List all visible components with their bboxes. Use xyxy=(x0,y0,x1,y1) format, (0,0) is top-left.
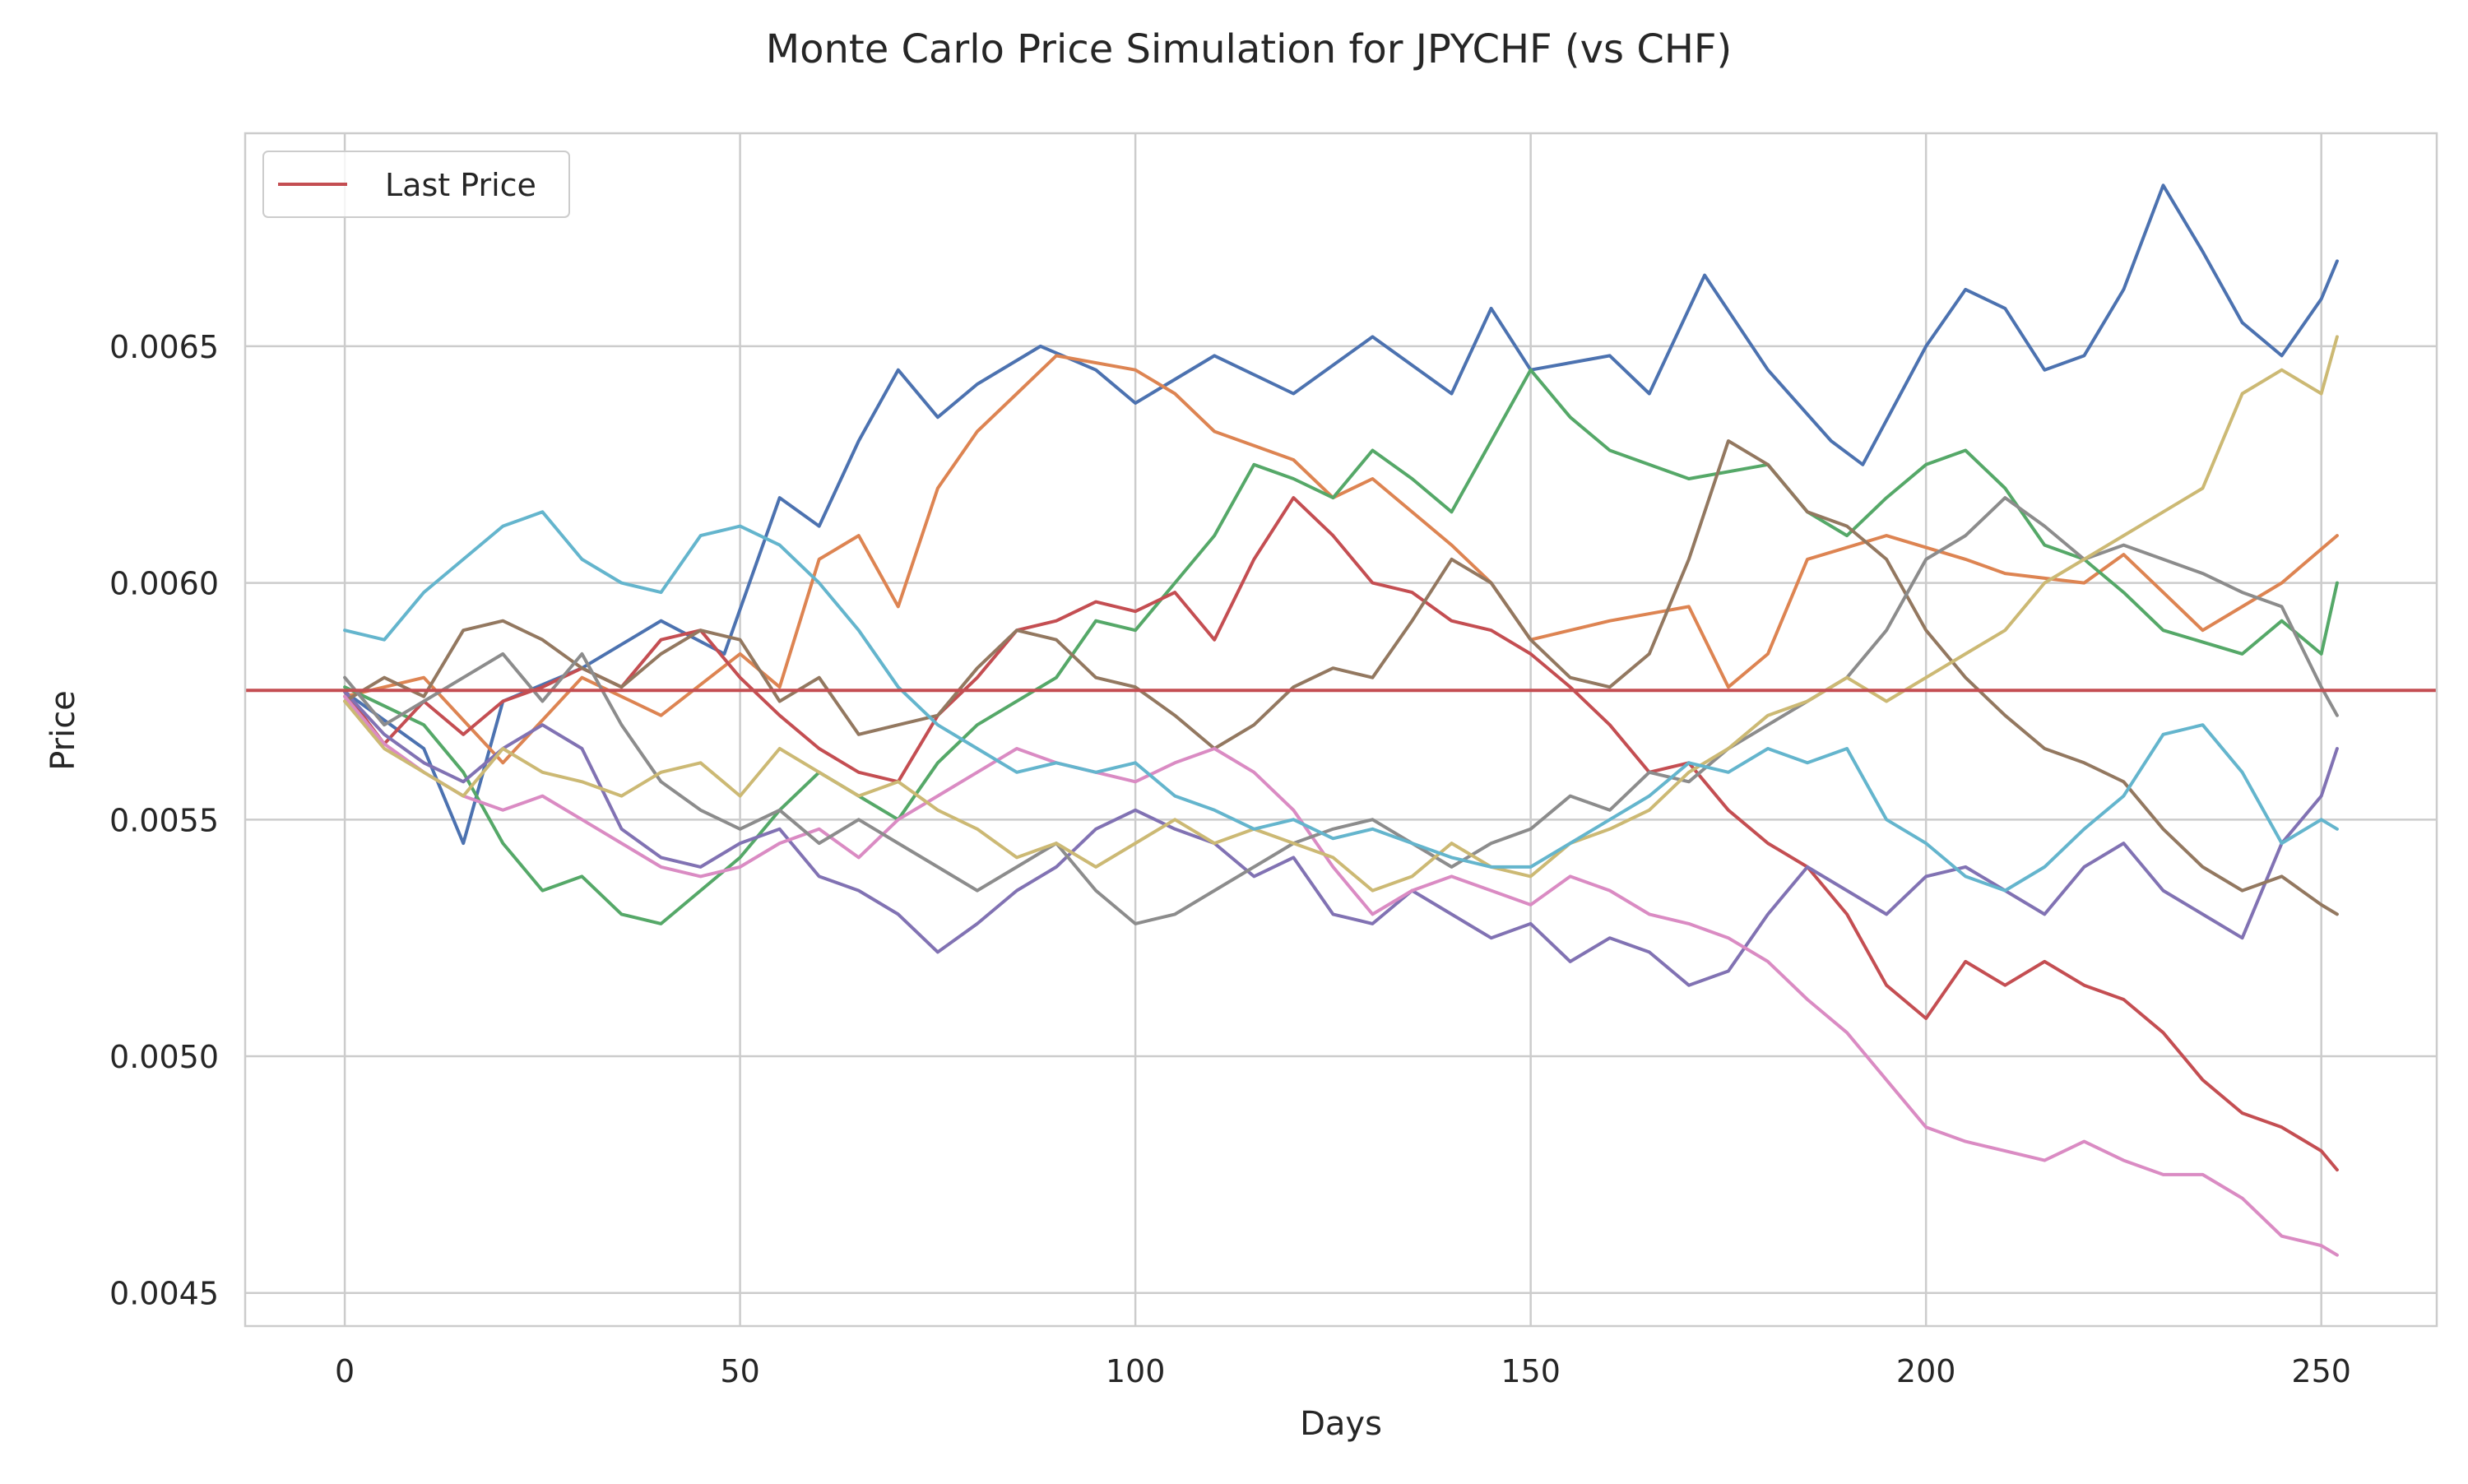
y-tick-label: 0.0045 xyxy=(109,1276,219,1312)
y-tick-labels: 0.0045 0.0050 0.0055 0.0060 0.0065 xyxy=(109,329,219,1312)
series-line-7 xyxy=(343,694,2339,1257)
x-tick-label: 0 xyxy=(335,1353,355,1389)
series-line-8 xyxy=(343,496,2339,925)
series-line-9 xyxy=(343,335,2339,893)
series-line-4 xyxy=(343,496,2339,1172)
y-tick-label: 0.0055 xyxy=(109,802,219,838)
series-line-2 xyxy=(343,354,2339,765)
x-tick-label: 100 xyxy=(1106,1353,1166,1389)
y-axis-label: Price xyxy=(44,690,82,771)
plot-area xyxy=(245,133,2437,1326)
x-tick-labels: 0 50 100 150 200 250 xyxy=(335,1353,2351,1389)
x-axis-label: Days xyxy=(1300,1405,1382,1443)
x-tick-label: 250 xyxy=(2291,1353,2351,1389)
series-line-1 xyxy=(343,183,2339,846)
plot-frame xyxy=(244,132,2438,1328)
x-tick-label: 150 xyxy=(1501,1353,1561,1389)
y-tick-label: 0.0050 xyxy=(109,1039,219,1075)
series-line-10 xyxy=(343,510,2339,893)
legend-box xyxy=(262,151,570,218)
series-layer xyxy=(343,183,2339,1257)
x-tick-label: 200 xyxy=(1896,1353,1956,1389)
series-line-6 xyxy=(343,439,2339,916)
legend-label-last-price: Last Price xyxy=(385,167,536,203)
x-tick-label: 50 xyxy=(720,1353,759,1389)
series-line-5 xyxy=(343,690,2339,987)
legend: Last Price xyxy=(262,151,570,218)
chart-title: Monte Carlo Price Simulation for JPYCHF … xyxy=(766,26,1733,72)
y-tick-label: 0.0065 xyxy=(109,329,219,365)
y-tick-label: 0.0060 xyxy=(109,566,219,602)
